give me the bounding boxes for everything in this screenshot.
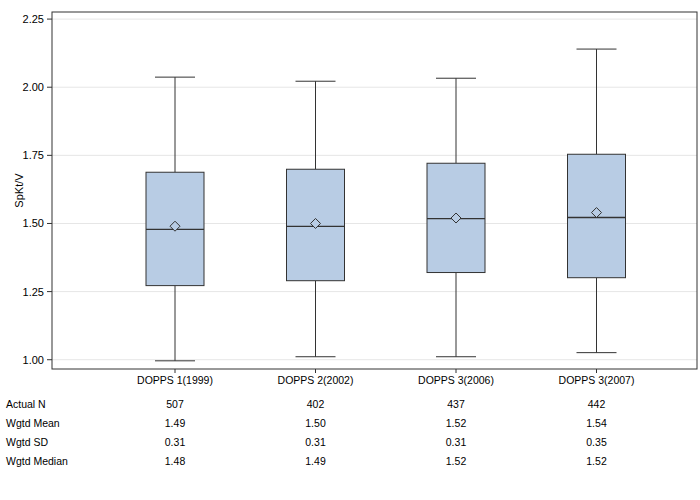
table-cell: 0.31 [446, 436, 467, 448]
plot-marks [146, 49, 626, 361]
tick [47, 223, 52, 224]
table-cell: 1.48 [165, 455, 186, 467]
category-label: DOPPS 1(1999) [137, 374, 213, 386]
upper-whisker [596, 49, 597, 154]
grid-line [52, 359, 697, 360]
mean-marker [170, 221, 180, 231]
grid-line [52, 291, 697, 292]
chart: 1.00 1.25 1.50 1.75 2.00 2.25 SpKt/V DOPPS 1(19… [0, 0, 700, 500]
tick [47, 87, 52, 88]
category-label: DOPPS 2(2002) [278, 374, 354, 386]
whisker-cap-high [577, 49, 617, 50]
table-cell: 442 [588, 398, 606, 410]
upper-whisker [456, 78, 457, 163]
lower-whisker [315, 281, 316, 357]
mean-marker [592, 208, 602, 218]
tick-label: 1.50 [23, 217, 44, 229]
table-cell: 437 [447, 398, 465, 410]
table-cell: 507 [166, 398, 184, 410]
plot-frame [52, 12, 697, 369]
table-cell: 1.49 [165, 417, 186, 429]
upper-whisker [315, 81, 316, 169]
whisker-cap-high [436, 78, 476, 79]
table-cell: 0.35 [586, 436, 607, 448]
x-tick [315, 369, 316, 373]
whisker-cap-high [296, 81, 336, 82]
table-cell: 1.52 [446, 417, 467, 429]
tick [47, 19, 52, 20]
tick-label: 2.00 [23, 81, 44, 93]
whisker-cap-low [296, 356, 336, 357]
grid-line [52, 87, 697, 88]
tick [47, 155, 52, 156]
whisker-cap-low [436, 356, 476, 357]
y-axis-label: SpKt/V [13, 173, 25, 208]
box [427, 163, 485, 272]
table-cell: 1.50 [305, 417, 326, 429]
tick-label: 2.25 [23, 13, 44, 25]
upper-whisker [175, 77, 176, 172]
tick-label: 1.75 [23, 149, 44, 161]
lower-whisker [175, 286, 176, 361]
mean-marker [451, 213, 461, 223]
whisker-cap-low [155, 360, 195, 361]
table-cell: 402 [307, 398, 325, 410]
table-cell: 1.54 [586, 417, 607, 429]
tick-label: 1.25 [23, 286, 44, 298]
table-cell: 1.49 [305, 455, 326, 467]
grid-line [52, 19, 697, 20]
table-cell: 1.52 [446, 455, 467, 467]
tick [47, 291, 52, 292]
table-cell: 1.52 [586, 455, 607, 467]
x-tick [596, 369, 597, 373]
tick [47, 359, 52, 360]
background [0, 0, 700, 500]
table-row-label: Wgtd Median [6, 455, 68, 467]
table-row-label: Actual N [6, 398, 46, 410]
category-label: DOPPS 3(2006) [418, 374, 494, 386]
box [146, 172, 204, 285]
whisker-cap-low [577, 352, 617, 353]
table-cell: 0.31 [305, 436, 326, 448]
lower-whisker [596, 278, 597, 353]
box [287, 169, 345, 280]
category-label: DOPPS 3(2007) [559, 374, 635, 386]
table-row-label: Wgtd Mean [6, 417, 60, 429]
x-tick [175, 369, 176, 373]
whisker-cap-high [155, 77, 195, 78]
box [568, 154, 626, 277]
mean-marker [311, 218, 321, 228]
x-tick [456, 369, 457, 373]
table-row-label: Wgtd SD [6, 436, 48, 448]
tick-label: 1.00 [23, 354, 44, 366]
table-cell: 0.31 [165, 436, 186, 448]
lower-whisker [456, 273, 457, 357]
